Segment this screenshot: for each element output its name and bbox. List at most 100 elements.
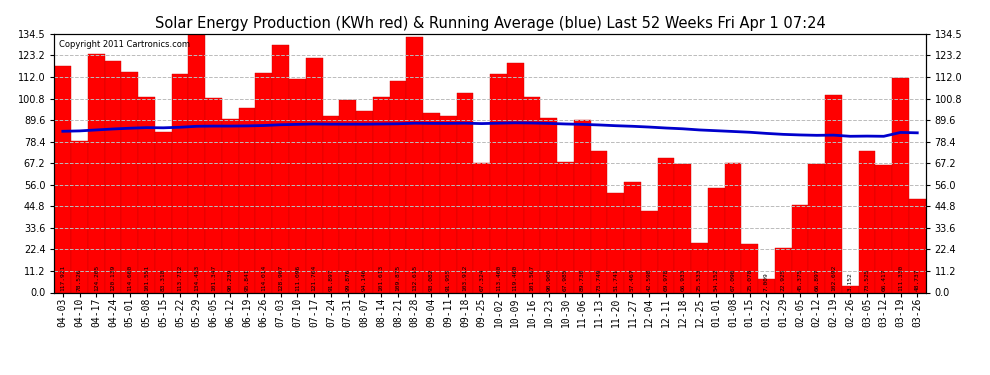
- Bar: [289, 79, 306, 292]
- Bar: [641, 210, 657, 292]
- Text: 101.613: 101.613: [378, 264, 384, 291]
- Text: 25.533: 25.533: [697, 268, 702, 291]
- Bar: [607, 193, 624, 292]
- Text: 22.925: 22.925: [781, 268, 786, 291]
- Text: 111.096: 111.096: [295, 264, 300, 291]
- Text: 67.090: 67.090: [731, 268, 736, 291]
- Text: 42.598: 42.598: [646, 268, 651, 291]
- Text: 124.205: 124.205: [94, 264, 99, 291]
- Bar: [122, 72, 139, 292]
- Bar: [909, 199, 926, 292]
- Text: 89.730: 89.730: [580, 268, 585, 291]
- Text: 94.146: 94.146: [362, 268, 367, 291]
- Bar: [557, 162, 574, 292]
- Bar: [406, 38, 423, 292]
- Text: Copyright 2011 Cartronics.com: Copyright 2011 Cartronics.com: [58, 40, 190, 49]
- Title: Solar Energy Production (KWh red) & Running Average (blue) Last 52 Weeks Fri Apr: Solar Energy Production (KWh red) & Runn…: [154, 16, 826, 31]
- Bar: [255, 73, 272, 292]
- Text: 132.615: 132.615: [412, 264, 417, 291]
- Text: 67.985: 67.985: [563, 268, 568, 291]
- Bar: [842, 286, 858, 292]
- Bar: [356, 111, 373, 292]
- Text: 3.152: 3.152: [847, 272, 852, 291]
- Text: 101.567: 101.567: [530, 264, 535, 291]
- Bar: [473, 163, 490, 292]
- Bar: [105, 62, 122, 292]
- Bar: [340, 100, 356, 292]
- Bar: [323, 116, 340, 292]
- Bar: [373, 97, 389, 292]
- Text: 93.082: 93.082: [429, 268, 434, 291]
- Text: 51.741: 51.741: [613, 268, 618, 291]
- Bar: [725, 164, 742, 292]
- Text: 48.737: 48.737: [915, 268, 920, 291]
- Bar: [155, 132, 171, 292]
- Bar: [389, 81, 406, 292]
- Text: 66.897: 66.897: [814, 268, 820, 291]
- Bar: [825, 95, 842, 292]
- Text: 7.009: 7.009: [764, 272, 769, 291]
- Bar: [574, 120, 591, 292]
- Bar: [423, 113, 440, 292]
- Bar: [490, 74, 507, 292]
- Bar: [139, 97, 155, 292]
- Bar: [691, 243, 708, 292]
- Bar: [875, 165, 892, 292]
- Text: 119.460: 119.460: [513, 264, 518, 291]
- Bar: [205, 98, 222, 292]
- Bar: [758, 279, 775, 292]
- Text: 102.692: 102.692: [831, 264, 836, 291]
- Text: 101.551: 101.551: [145, 264, 149, 291]
- Text: 114.014: 114.014: [261, 264, 266, 291]
- Text: 45.375: 45.375: [798, 268, 803, 291]
- Bar: [272, 45, 289, 292]
- Text: 54.152: 54.152: [714, 268, 719, 291]
- Bar: [306, 58, 323, 292]
- Text: 90.900: 90.900: [546, 268, 551, 291]
- Bar: [188, 34, 205, 292]
- Text: 121.764: 121.764: [312, 264, 317, 291]
- Bar: [54, 66, 71, 292]
- Bar: [88, 54, 105, 292]
- Bar: [222, 119, 239, 292]
- Text: 90.239: 90.239: [228, 268, 233, 291]
- Text: 69.978: 69.978: [663, 268, 668, 291]
- Text: 83.318: 83.318: [160, 268, 166, 291]
- Text: 134.453: 134.453: [194, 264, 199, 291]
- Text: 66.933: 66.933: [680, 268, 685, 291]
- Text: 67.324: 67.324: [479, 268, 484, 291]
- Bar: [708, 188, 725, 292]
- Bar: [524, 97, 541, 292]
- Bar: [775, 248, 792, 292]
- Bar: [239, 108, 255, 292]
- Text: 114.600: 114.600: [128, 264, 133, 291]
- Text: 66.417: 66.417: [881, 268, 886, 291]
- Text: 101.347: 101.347: [211, 264, 216, 291]
- Bar: [624, 182, 641, 292]
- Bar: [742, 244, 758, 292]
- Text: 113.460: 113.460: [496, 264, 501, 291]
- Bar: [591, 151, 607, 292]
- Text: 57.467: 57.467: [630, 268, 635, 291]
- Bar: [171, 74, 188, 292]
- Bar: [71, 141, 88, 292]
- Text: 73.525: 73.525: [864, 268, 869, 291]
- Bar: [456, 93, 473, 292]
- Text: 111.330: 111.330: [898, 264, 903, 291]
- Text: 120.139: 120.139: [111, 264, 116, 291]
- Text: 103.912: 103.912: [462, 264, 467, 291]
- Text: 73.749: 73.749: [596, 268, 602, 291]
- Text: 113.712: 113.712: [177, 264, 182, 291]
- Bar: [657, 158, 674, 292]
- Bar: [792, 205, 809, 292]
- Text: 91.955: 91.955: [446, 268, 450, 291]
- Text: 99.876: 99.876: [346, 268, 350, 291]
- Bar: [809, 164, 825, 292]
- Bar: [541, 118, 557, 292]
- Text: 128.907: 128.907: [278, 264, 283, 291]
- Bar: [892, 78, 909, 292]
- Bar: [674, 164, 691, 292]
- Bar: [507, 63, 524, 292]
- Text: 117.921: 117.921: [60, 264, 65, 291]
- Text: 78.526: 78.526: [77, 268, 82, 291]
